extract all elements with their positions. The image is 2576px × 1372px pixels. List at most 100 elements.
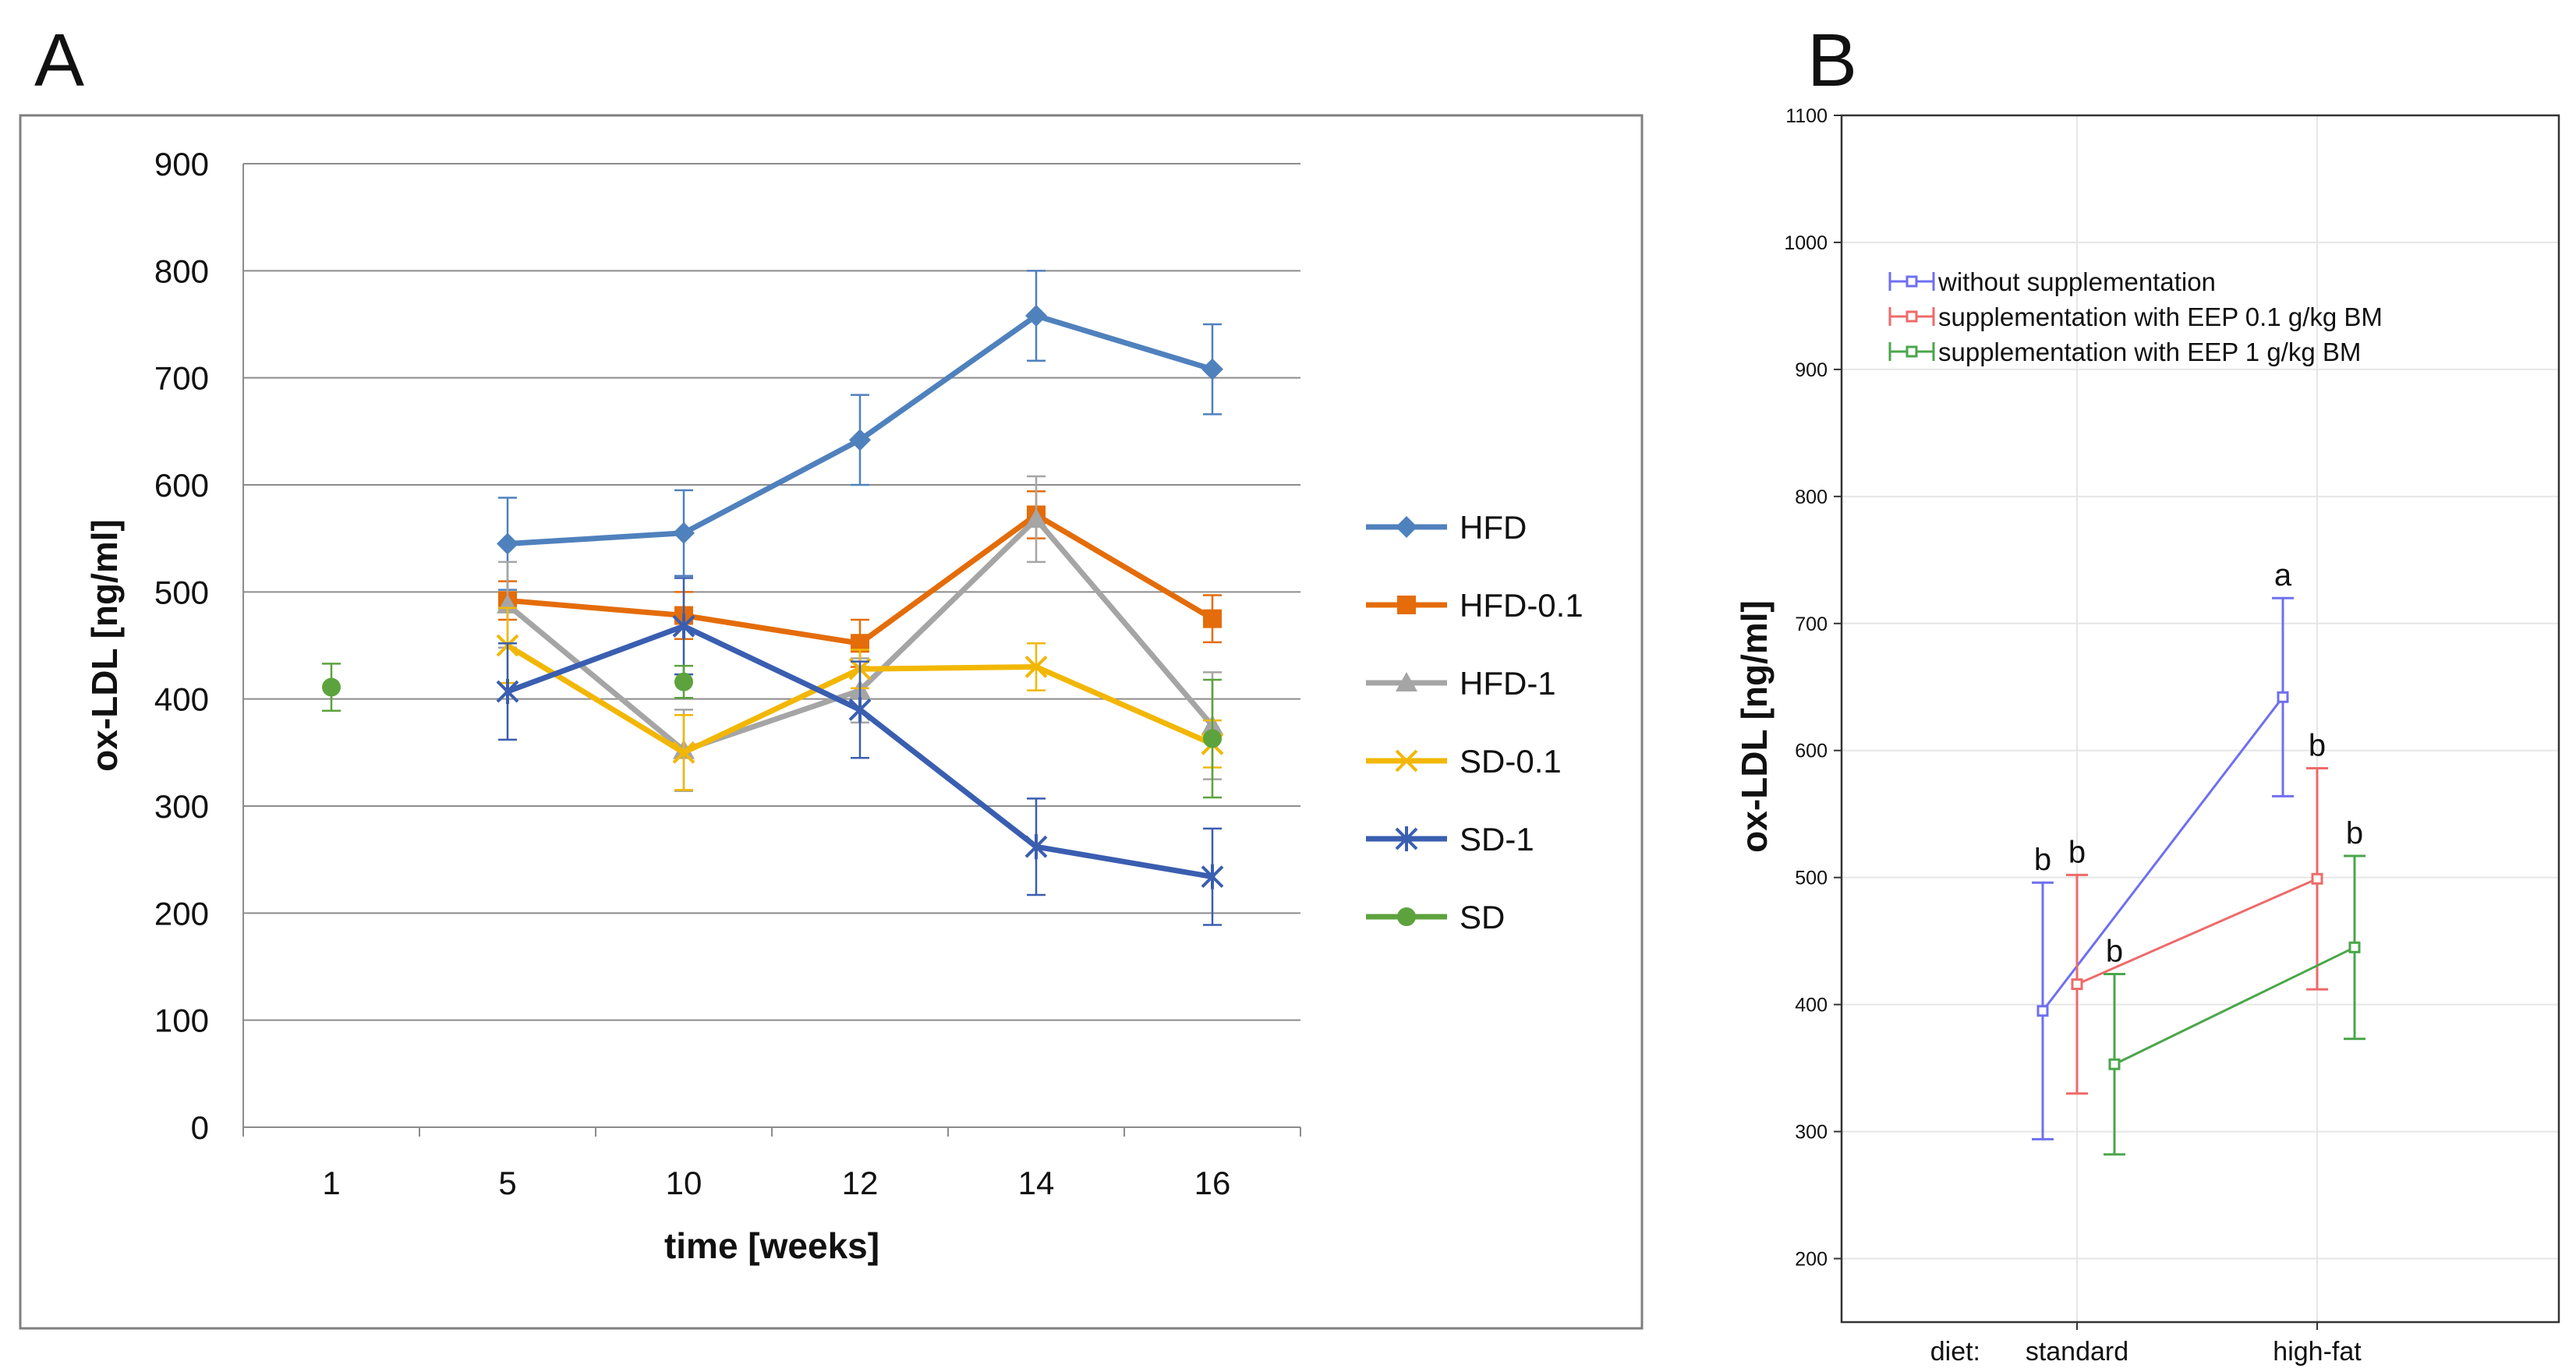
x-tick-label: 12 (842, 1165, 879, 1201)
series-line (681, 623, 863, 713)
series-line (857, 313, 1039, 443)
series-hfd (497, 270, 1223, 591)
data-point (322, 677, 341, 697)
y-tick-label: 700 (154, 360, 209, 397)
significance-label: b (2309, 729, 2326, 763)
x-tick-label: 1 (322, 1165, 340, 1201)
legend-label: SD-0.1 (1460, 743, 1562, 780)
series-line (1033, 663, 1215, 747)
x-tick-label: 10 (666, 1165, 702, 1201)
series-line (681, 613, 863, 646)
series-line (504, 530, 687, 547)
series-line (1033, 843, 1215, 880)
series-line (1033, 313, 1215, 373)
legend-marker (1905, 345, 1918, 358)
plot-frame (1840, 114, 2560, 1324)
series-sd (322, 663, 1222, 799)
series-line (2041, 696, 2284, 1012)
y-tick-label: 0 (191, 1109, 209, 1146)
legend-item: HFD (1366, 509, 1527, 546)
data-point (1201, 358, 1223, 380)
series-line (857, 706, 1039, 850)
series-line (2114, 946, 2355, 1066)
data-point (1024, 656, 1048, 678)
data-point (2277, 691, 2289, 703)
series-line (857, 516, 1039, 694)
legend-item: SD-1 (1366, 821, 1534, 858)
series-line (1033, 516, 1215, 729)
significance-label: b (2346, 816, 2363, 850)
legend-item: supplementation with EEP 0.1 g/kg BM (1888, 302, 2383, 331)
series-line (1033, 511, 1215, 622)
series-line (857, 511, 1039, 646)
legend-label: HFD (1460, 509, 1527, 546)
legend-label: HFD-1 (1460, 665, 1556, 702)
series-line (681, 437, 863, 536)
y-tick-label: 800 (154, 253, 209, 289)
y-tick-label: 700 (1795, 614, 1828, 635)
legend-marker (1395, 826, 1418, 851)
series-b-1: bb (2066, 729, 2328, 1095)
series-line (504, 642, 687, 755)
y-tick-label: 900 (1795, 359, 1828, 381)
series-b-0: ba (2032, 558, 2294, 1140)
legend-marker (1905, 275, 1918, 288)
series-line (2076, 877, 2318, 985)
data-point (672, 741, 695, 764)
data-point (673, 522, 695, 544)
legend-item: SD (1366, 899, 1505, 935)
series-sd-0-1 (496, 606, 1224, 791)
y-axis-title: ox-LDL [ng/ml] (84, 519, 125, 772)
series-line (504, 602, 687, 754)
y-tick-label: 300 (1795, 1122, 1828, 1144)
y-tick-label: 100 (154, 1002, 209, 1039)
x-tick-label: 16 (1194, 1165, 1231, 1201)
legend-label: without supplementation (1937, 267, 2216, 296)
x-tick-label: 5 (498, 1165, 516, 1201)
data-point (2108, 1058, 2121, 1070)
data-point (2348, 941, 2361, 953)
panel-label-a: A (34, 19, 85, 102)
legend-item: without supplementation (1888, 267, 2216, 296)
x-tick-label: standard (2026, 1337, 2128, 1367)
legend-marker (1905, 310, 1918, 323)
y-tick-label: 400 (1795, 995, 1828, 1017)
data-point (1025, 305, 1047, 327)
legend-label: supplementation with EEP 0.1 g/kg BM (1938, 302, 2383, 331)
chart-frame (19, 114, 1644, 1330)
y-axis-title: ox-LDL [ng/ml] (1734, 600, 1775, 853)
data-point (849, 429, 871, 451)
y-tick-label: 1000 (1784, 232, 1828, 254)
y-tick-label: 200 (154, 895, 209, 932)
data-point (1201, 864, 1224, 889)
y-tick-label: 600 (154, 467, 209, 504)
legend-marker (1396, 672, 1417, 691)
y-tick-label: 200 (1795, 1249, 1828, 1271)
legend-item: SD-0.1 (1366, 743, 1562, 780)
significance-label: a (2274, 558, 2292, 592)
series-line (504, 623, 687, 695)
legend-marker (1395, 749, 1418, 773)
panel-label-b: B (1807, 19, 1858, 102)
significance-label: b (2106, 935, 2123, 969)
series-line (504, 597, 687, 619)
data-point (496, 679, 519, 705)
y-tick-label: 800 (1795, 486, 1828, 508)
legend-label: HFD-0.1 (1460, 587, 1583, 624)
y-tick-label: 900 (154, 146, 209, 182)
y-tick-label: 600 (1795, 741, 1828, 762)
x-tick-label: high-fat (2273, 1337, 2362, 1367)
y-tick-label: 500 (1795, 868, 1828, 889)
data-point (672, 614, 695, 639)
data-point (674, 672, 693, 691)
data-point (2311, 872, 2323, 885)
series-line (857, 663, 1039, 672)
series-sd-1 (496, 577, 1224, 926)
data-point (1025, 507, 1047, 528)
data-point (2071, 978, 2083, 991)
data-point (2036, 1005, 2049, 1017)
legend-marker (1396, 516, 1417, 538)
x-category-prefix: diet: (1930, 1337, 1980, 1367)
data-point (1203, 609, 1222, 628)
